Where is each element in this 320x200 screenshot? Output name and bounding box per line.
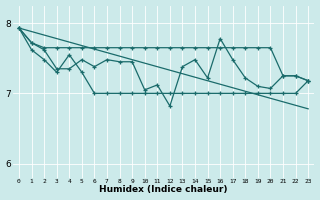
X-axis label: Humidex (Indice chaleur): Humidex (Indice chaleur) <box>99 185 228 194</box>
